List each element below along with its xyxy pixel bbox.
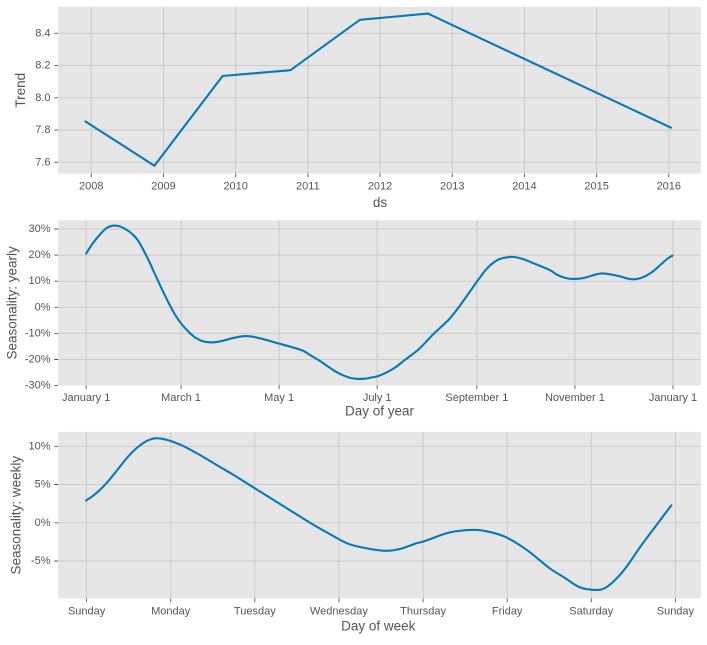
svg-text:0%: 0% bbox=[35, 301, 51, 313]
svg-text:-20%: -20% bbox=[25, 354, 51, 366]
svg-text:2008: 2008 bbox=[79, 180, 103, 192]
svg-text:7.8: 7.8 bbox=[35, 124, 50, 136]
svg-text:Sunday: Sunday bbox=[68, 605, 106, 617]
svg-text:2011: 2011 bbox=[296, 180, 320, 192]
svg-text:2015: 2015 bbox=[584, 180, 608, 192]
svg-text:Day of week: Day of week bbox=[341, 619, 416, 634]
svg-text:2014: 2014 bbox=[512, 180, 536, 192]
svg-text:2010: 2010 bbox=[223, 180, 247, 192]
svg-text:-10%: -10% bbox=[25, 327, 51, 339]
svg-text:January 1: January 1 bbox=[649, 392, 697, 404]
svg-text:10%: 10% bbox=[28, 440, 50, 452]
svg-text:0%: 0% bbox=[35, 517, 51, 529]
svg-text:Wednesday: Wednesday bbox=[310, 605, 368, 617]
svg-text:Tuesday: Tuesday bbox=[234, 605, 276, 617]
svg-text:8.0: 8.0 bbox=[35, 92, 50, 104]
svg-text:Seasonality: yearly: Seasonality: yearly bbox=[5, 246, 20, 360]
svg-text:8.2: 8.2 bbox=[35, 60, 50, 72]
svg-text:8.4: 8.4 bbox=[35, 27, 50, 39]
svg-text:7.6: 7.6 bbox=[35, 156, 50, 168]
svg-text:Thursday: Thursday bbox=[400, 605, 446, 617]
svg-text:-30%: -30% bbox=[25, 380, 51, 392]
svg-text:Friday: Friday bbox=[492, 605, 523, 617]
svg-text:30%: 30% bbox=[28, 223, 50, 235]
svg-text:Monday: Monday bbox=[151, 605, 191, 617]
svg-text:Seasonality: weekly: Seasonality: weekly bbox=[9, 456, 24, 575]
svg-text:2013: 2013 bbox=[440, 180, 464, 192]
svg-text:2012: 2012 bbox=[368, 180, 392, 192]
svg-text:2009: 2009 bbox=[151, 180, 175, 192]
svg-text:20%: 20% bbox=[28, 249, 50, 261]
svg-text:5%: 5% bbox=[35, 479, 51, 491]
svg-text:Sunday: Sunday bbox=[657, 605, 695, 617]
svg-text:January 1: January 1 bbox=[62, 392, 110, 404]
svg-text:July 1: July 1 bbox=[363, 392, 392, 404]
svg-text:March 1: March 1 bbox=[161, 392, 201, 404]
svg-text:Day of year: Day of year bbox=[345, 404, 415, 419]
svg-text:November 1: November 1 bbox=[545, 392, 605, 404]
svg-text:Saturday: Saturday bbox=[569, 605, 614, 617]
svg-text:2016: 2016 bbox=[657, 180, 681, 192]
svg-text:May 1: May 1 bbox=[264, 392, 294, 404]
svg-text:10%: 10% bbox=[28, 275, 50, 287]
svg-text:September 1: September 1 bbox=[445, 392, 508, 404]
svg-text:Trend: Trend bbox=[13, 73, 28, 108]
svg-text:-5%: -5% bbox=[31, 555, 51, 567]
svg-text:ds: ds bbox=[373, 195, 388, 210]
